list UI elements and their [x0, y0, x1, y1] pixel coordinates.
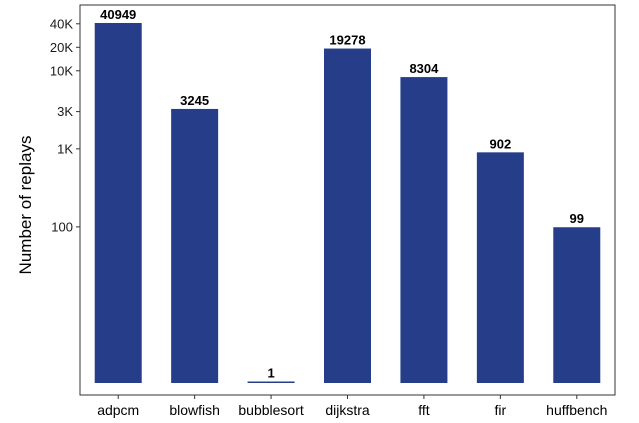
bar-fft: [400, 77, 448, 384]
bar-bubblesort: [247, 381, 295, 383]
x-tick-label-adpcm: adpcm: [97, 402, 139, 418]
y-tick-label: 3K: [57, 104, 73, 119]
data-label-fir: 902: [490, 136, 512, 151]
y-tick-label: 20K: [50, 40, 73, 55]
data-label-bubblesort: 1: [267, 366, 274, 381]
data-label-blowfish: 3245: [180, 93, 209, 108]
data-label-dijkstra: 19278: [329, 33, 365, 48]
y-tick-label: 40K: [50, 16, 73, 31]
y-tick-label: 1K: [57, 141, 73, 156]
x-tick-label-fft: fft: [418, 402, 430, 418]
x-tick-label-fir: fir: [495, 402, 507, 418]
x-tick-label-bubblesort: bubblesort: [238, 402, 303, 418]
x-tick-label-dijkstra: dijkstra: [325, 402, 370, 418]
data-label-fft: 8304: [409, 61, 439, 76]
data-label-huffbench: 99: [570, 211, 584, 226]
data-label-adpcm: 40949: [100, 7, 136, 22]
y-tick-label: 100: [51, 219, 73, 234]
x-tick-label-huffbench: huffbench: [546, 402, 607, 418]
bar-dijkstra: [324, 48, 371, 383]
bar-fir: [476, 152, 524, 383]
bars-group: [94, 23, 601, 384]
x-axis: adpcm blowfish bubblesort dijkstra fft fir huf…: [97, 395, 607, 418]
bar-huffbench: [553, 227, 601, 383]
y-axis: 100 1K 3K 10K 20K 40K: [50, 16, 80, 234]
x-tick-label-blowfish: blowfish: [169, 402, 220, 418]
y-axis-title: Number of replays: [16, 136, 35, 275]
bar-adpcm: [94, 23, 142, 383]
y-tick-label: 10K: [50, 63, 73, 78]
bar-blowfish: [171, 108, 219, 383]
data-labels-group: 40949 3245 1 19278 8304 902 99: [100, 7, 584, 381]
